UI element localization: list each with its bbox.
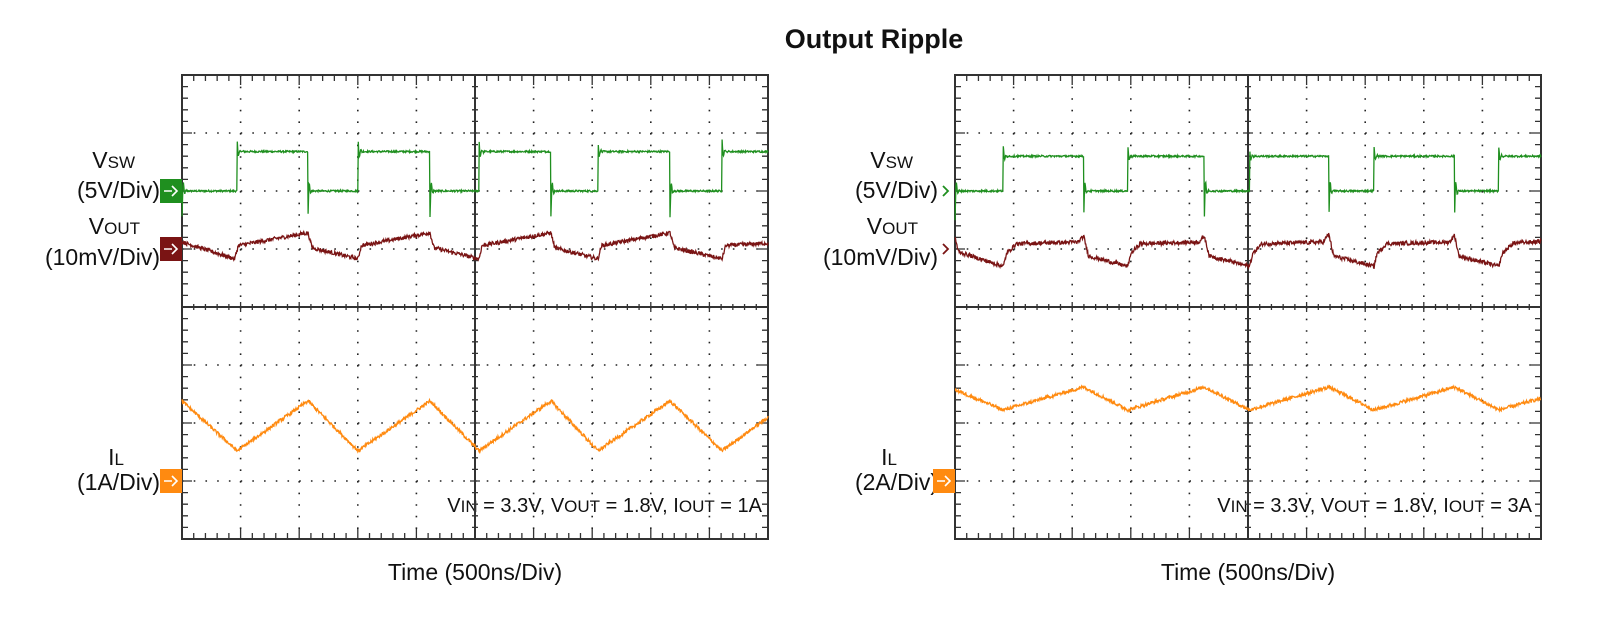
right-scope-labels: VSW (5V/Div) VOUT (10mV/Div) IL (2A/Div)… [823, 147, 1533, 585]
right-scope-plot [933, 74, 1542, 540]
vout-scale: (10mV/Div) [823, 244, 938, 270]
il-scale: (2A/Div) [855, 469, 938, 495]
vsw-trace [181, 139, 769, 218]
figure-title: Output Ripple [785, 24, 963, 54]
vout-channel-marker [160, 237, 182, 261]
arrow-right-icon [164, 475, 179, 487]
il-trace [181, 397, 769, 455]
il-channel-marker [160, 469, 182, 493]
arrow-right-icon [164, 243, 179, 255]
conditions-annotation: VIN = 3.3V, VOUT = 1.8V, IOUT = 3A [1217, 495, 1532, 517]
vsw-channel-marker [942, 185, 950, 197]
conditions-annotation: VIN = 3.3V, VOUT = 1.8V, IOUT = 1A [447, 495, 762, 517]
vout-channel-marker [942, 243, 950, 255]
vsw-label: VSW [92, 147, 135, 173]
vsw-label: VSW [870, 147, 913, 173]
axis-ticks [954, 74, 1542, 540]
vsw-scale: (5V/Div) [77, 177, 160, 203]
vout-label: VOUT [867, 213, 918, 239]
il-label: IL [881, 444, 897, 470]
vout-trace [954, 232, 1542, 270]
vout-label: VOUT [89, 213, 140, 239]
vsw-scale: (5V/Div) [855, 177, 938, 203]
il-channel-marker [933, 469, 955, 493]
arrow-right-icon [164, 185, 179, 197]
il-scale: (1A/Div) [77, 469, 160, 495]
vsw-channel-marker [160, 179, 182, 203]
x-axis-label: Time (500ns/Div) [388, 559, 562, 585]
vout-trace [181, 229, 769, 263]
il-trace [954, 384, 1542, 414]
vsw-trace [954, 146, 1542, 221]
chevron-right-icon [942, 185, 950, 197]
left-scope-labels: VSW (5V/Div) VOUT (10mV/Div) IL (1A/Div)… [45, 147, 763, 585]
vout-scale: (10mV/Div) [45, 244, 160, 270]
x-axis-label: Time (500ns/Div) [1161, 559, 1335, 585]
chevron-right-icon [942, 243, 950, 255]
arrow-right-icon [937, 475, 952, 487]
axis-ticks [181, 74, 769, 540]
il-label: IL [108, 444, 124, 470]
left-scope-plot [160, 74, 769, 540]
